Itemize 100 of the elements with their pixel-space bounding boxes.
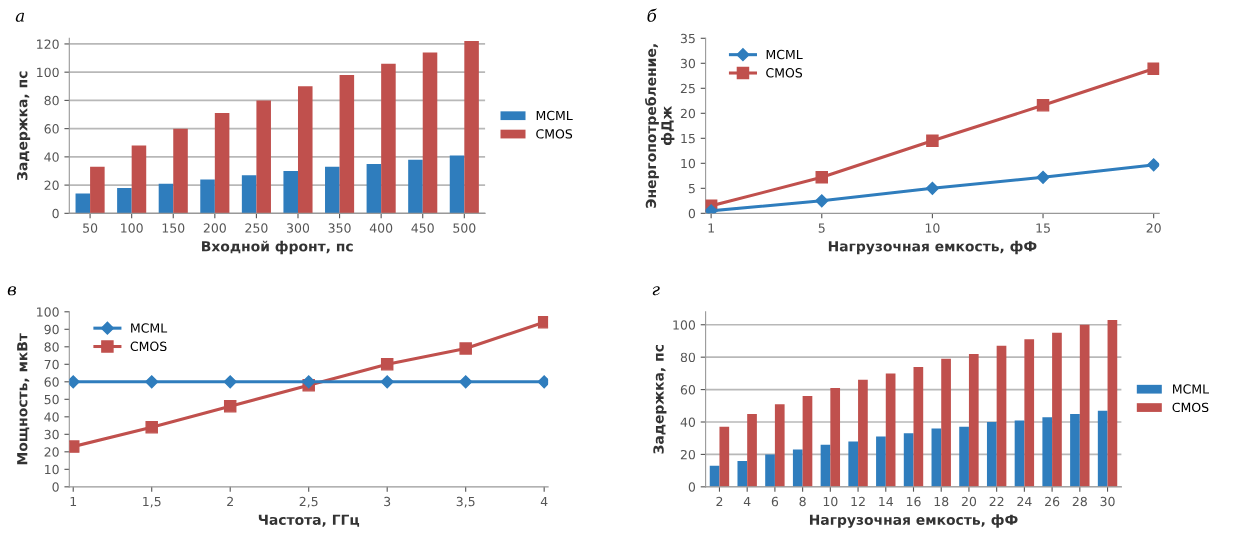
bar <box>241 175 257 214</box>
point <box>537 375 549 389</box>
bar <box>858 379 868 487</box>
x-tick-label: 30 <box>1100 496 1115 507</box>
bar <box>959 426 969 487</box>
point <box>1147 62 1160 76</box>
bar <box>200 179 215 214</box>
x-tick-label: 12 <box>851 496 865 507</box>
y-tick-label: 10 <box>45 464 59 475</box>
x-tick-label: 4 <box>540 496 548 507</box>
bar <box>339 74 355 214</box>
bar <box>408 159 423 214</box>
legend-label: MCML <box>536 110 573 121</box>
y-tick-label: 0 <box>688 208 696 219</box>
point <box>302 375 316 389</box>
y-tick-label: 40 <box>680 417 696 427</box>
y-tick-label: 15 <box>681 133 695 144</box>
x-tick-label: 4 <box>743 496 751 507</box>
y-tick-label: 0 <box>688 482 696 492</box>
x-tick-label: 28 <box>1072 496 1087 507</box>
y-tick-label: 10 <box>681 158 696 169</box>
x-tick-label: 350 <box>328 223 351 233</box>
x-tick-label: 3,5 <box>456 496 475 508</box>
x-tick-label: 200 <box>203 223 226 233</box>
bar <box>1107 319 1118 487</box>
bar <box>256 100 271 214</box>
x-tick-label: 20 <box>961 496 977 507</box>
bar <box>449 155 465 214</box>
y-tick-label: 20 <box>680 449 696 460</box>
bar <box>283 170 298 214</box>
x-tick-label: 22 <box>989 496 1004 507</box>
x-axis-title: Входной фронт, пс <box>202 240 353 255</box>
bar <box>1024 339 1035 487</box>
bar <box>1042 417 1053 487</box>
y-tick-label: 120 <box>37 39 59 49</box>
x-tick-label: 2 <box>227 496 233 507</box>
y-tick-label: 25 <box>680 83 695 94</box>
point <box>223 400 237 413</box>
x-tick-label: 8 <box>799 496 806 507</box>
bar <box>366 163 382 214</box>
x-tick-label: 250 <box>245 223 268 233</box>
bar <box>464 41 479 214</box>
legend-label: MCML <box>1173 384 1209 394</box>
y-tick-label: 60 <box>44 377 59 387</box>
x-tick-label: 450 <box>411 223 434 233</box>
y-tick-label: 0 <box>52 208 59 219</box>
y-tick-label: 60 <box>680 385 696 395</box>
point <box>459 375 473 389</box>
bar <box>913 366 924 487</box>
bar <box>820 444 831 487</box>
bar <box>774 404 785 487</box>
x-tick-label: 1 <box>70 496 77 507</box>
x-axis-title: Нагрузочная емкость, фФ <box>809 514 1018 528</box>
bar <box>765 454 775 487</box>
chart-title: б <box>647 8 657 22</box>
x-tick-label: 500 <box>453 223 476 233</box>
y-tick-label: 5 <box>688 183 695 194</box>
bar <box>986 422 997 487</box>
bar <box>941 358 951 487</box>
y-tick-label: 40 <box>44 152 59 162</box>
legend-label: CMOS <box>536 129 573 139</box>
point <box>926 134 939 148</box>
y-tick-label: 80 <box>44 95 59 106</box>
bar <box>1097 410 1108 487</box>
bar <box>381 63 396 214</box>
bar <box>885 373 896 487</box>
y-tick-label: 70 <box>44 359 59 370</box>
x-tick-label: 2 <box>716 496 723 507</box>
point <box>705 204 718 214</box>
x-tick-label: 15 <box>1036 223 1050 233</box>
point <box>145 421 158 434</box>
y-tick-label: 35 <box>680 33 695 44</box>
x-tick-label: 10 <box>823 496 838 507</box>
point <box>1036 99 1050 112</box>
y-axis-title: Мощность, мкВт <box>17 333 30 465</box>
x-tick-label: 100 <box>121 223 143 233</box>
y-tick-label: 20 <box>44 180 59 191</box>
x-axis-title: Частота, ГГц <box>258 514 360 527</box>
bar <box>876 436 886 487</box>
point <box>537 316 549 329</box>
chart-title: в <box>7 286 17 296</box>
legend-label: MCML <box>766 49 803 60</box>
bar <box>75 193 91 214</box>
point <box>1147 158 1160 172</box>
x-tick-label: 1,5 <box>143 496 161 508</box>
point <box>69 440 80 453</box>
bar <box>830 387 841 487</box>
chart-title: а <box>15 12 25 22</box>
legend-label: MCML <box>131 323 168 333</box>
bar <box>158 183 174 214</box>
bar <box>903 433 914 487</box>
point <box>1036 170 1050 184</box>
bar <box>422 52 438 214</box>
bar <box>1014 420 1025 487</box>
y-tick-label: 90 <box>44 324 59 335</box>
y-tick-label: 30 <box>44 429 59 440</box>
x-tick-label: 5 <box>818 223 825 233</box>
chart-title: г <box>652 286 660 296</box>
point <box>459 342 472 355</box>
bar <box>1079 324 1090 487</box>
